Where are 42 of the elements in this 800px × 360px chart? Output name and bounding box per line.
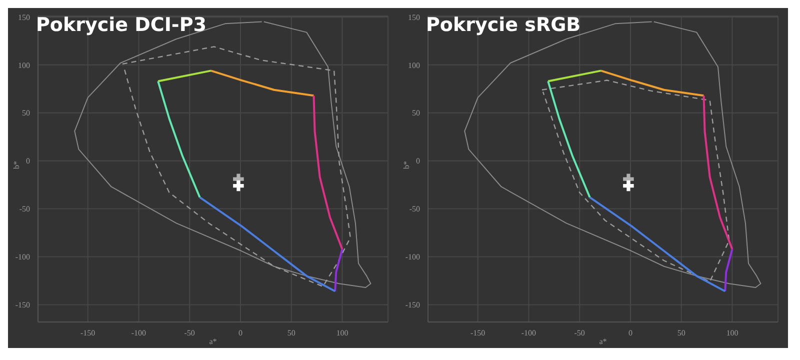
x-tick-label: -150 (80, 328, 96, 338)
y-tick-label: -100 (15, 252, 30, 262)
y-tick-label: -150 (405, 300, 420, 310)
x-tick-label: 100 (726, 328, 738, 338)
line-series (588, 196, 726, 292)
chart-title: Pokrycie DCI-P3 (36, 14, 206, 36)
y-axis-title: b* (12, 161, 21, 169)
x-axis-title: a* (209, 337, 217, 346)
line-series (541, 80, 730, 282)
line-series (702, 94, 734, 250)
x-tick-label: 0 (628, 328, 632, 338)
y-tick-label: 50 (22, 108, 30, 118)
y-tick-label: 150 (408, 12, 420, 22)
y-tick-label: 100 (408, 60, 420, 70)
x-tick-label: 100 (336, 328, 348, 338)
y-tick-label: 0 (26, 156, 30, 166)
line-series (198, 196, 336, 292)
line-series (312, 94, 344, 250)
x-tick-label: -50 (574, 328, 585, 338)
y-tick-label: 0 (416, 156, 420, 166)
x-tick-label: 50 (677, 328, 686, 338)
line-series (210, 70, 315, 97)
chart-title: Pokrycie sRGB (426, 14, 581, 36)
x-tick-label: -100 (521, 328, 536, 338)
y-tick-label: -150 (15, 300, 30, 310)
y-tick-label: 100 (18, 60, 30, 70)
x-axis-title: a* (599, 337, 607, 346)
y-tick-label: -100 (405, 252, 420, 262)
x-tick-label: -100 (131, 328, 146, 338)
y-tick-label: 50 (412, 108, 420, 118)
y-tick-label: -50 (409, 204, 420, 214)
y-tick-label: 150 (18, 12, 30, 22)
x-tick-label: 50 (287, 328, 296, 338)
y-axis-title: b* (402, 161, 411, 169)
x-tick-label: -50 (184, 328, 195, 338)
line-series (547, 80, 591, 198)
x-tick-label: -150 (470, 328, 486, 338)
x-tick-label: 0 (238, 328, 242, 338)
line-series (600, 70, 705, 97)
y-tick-label: -50 (19, 204, 30, 214)
line-series (122, 46, 351, 288)
line-series (157, 80, 201, 198)
